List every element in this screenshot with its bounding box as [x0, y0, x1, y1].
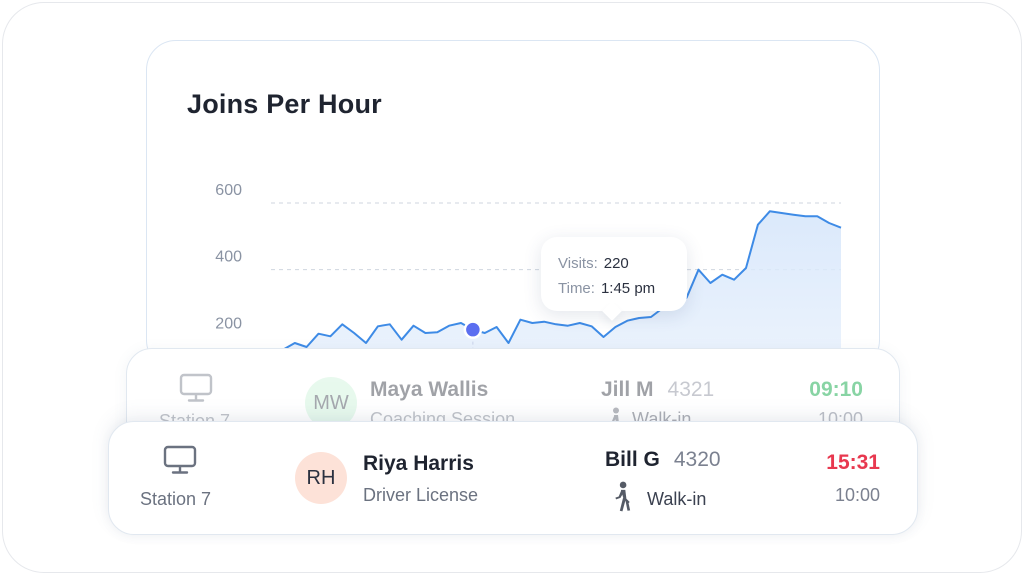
customer-name: Maya Wallis: [370, 378, 489, 401]
tooltip-visits-value: 220: [603, 255, 629, 272]
ticket-code: 4321: [667, 378, 715, 401]
queue-row-card-selected[interactable]: Station 7 RH Riya Harris Driver License …: [108, 421, 918, 535]
tooltip-visits-row: Visits: 220: [558, 255, 629, 272]
tooltip-time-row: Time: 1:45 pm: [558, 280, 655, 297]
walking-person-icon: [615, 481, 631, 512]
y-tick-label: 200: [215, 315, 242, 332]
visit-type: Walk-in: [647, 489, 707, 509]
y-tick-label: 400: [215, 249, 242, 266]
chart-tooltip: Visits: 220 Time: 1:45 pm: [541, 237, 687, 311]
agent-info: Bill G 4320: [605, 448, 721, 472]
y-tick-label: 600: [215, 182, 242, 199]
series-area: [271, 211, 841, 369]
agent-name: Bill G: [605, 448, 660, 471]
highlight-point: [463, 320, 483, 339]
tooltip-visits-label: Visits:: [558, 255, 598, 272]
monitor-icon: [179, 373, 213, 402]
avatar: RH: [295, 452, 347, 504]
joins-per-hour-chart: 600 400 200: [215, 182, 842, 369]
station-label: Station 7: [140, 489, 212, 509]
agent-name: Jill M: [601, 378, 654, 401]
wait-time: 15:31: [826, 451, 880, 474]
series-line: [270, 210, 842, 354]
tooltip-time-value: 1:45 pm: [600, 280, 656, 297]
ticket-code: 4320: [673, 448, 721, 471]
avatar: MW: [305, 377, 357, 429]
monitor-icon: [163, 445, 197, 474]
customer-name: Riya Harris: [363, 452, 474, 475]
appointment-time: 10:00: [834, 485, 880, 505]
chart-title: Joins Per Hour: [187, 89, 382, 119]
tooltip-time-label: Time:: [558, 280, 595, 297]
wait-time: 09:10: [809, 378, 863, 401]
joins-per-hour-card: Joins Per Hour 600 400 200 Visits: 220 Time…: [146, 40, 880, 370]
service-name: Driver License: [363, 485, 479, 505]
agent-info: Jill M 4321: [601, 378, 714, 402]
